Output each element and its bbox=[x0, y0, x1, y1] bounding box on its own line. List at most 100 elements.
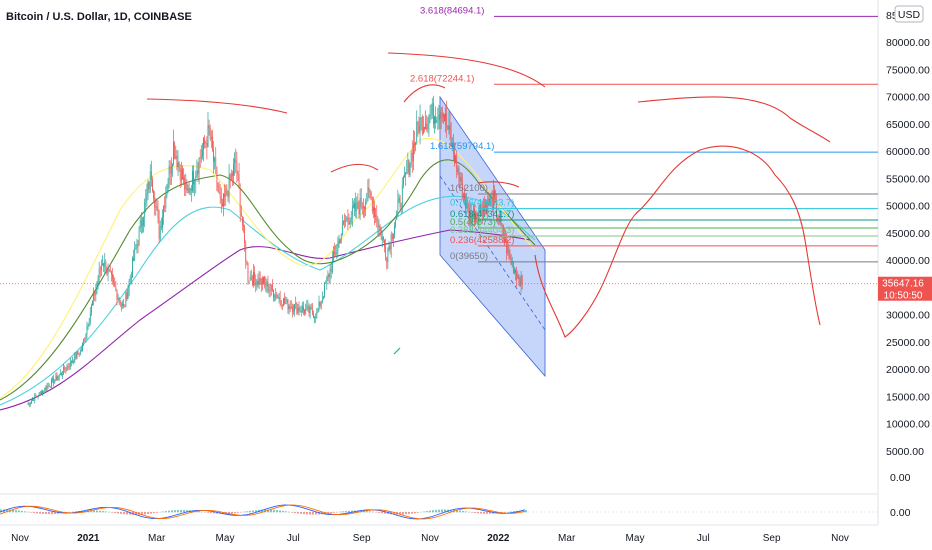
candle-body bbox=[123, 304, 124, 307]
candle-body bbox=[359, 197, 361, 215]
candle-body bbox=[63, 366, 65, 375]
candle-body bbox=[381, 237, 383, 240]
candle-body bbox=[45, 387, 47, 390]
candle-body bbox=[27, 403, 29, 405]
candle-body bbox=[404, 175, 405, 177]
candle-body bbox=[325, 282, 327, 284]
candle-body bbox=[337, 243, 339, 251]
indicator-bar bbox=[249, 510, 251, 513]
candle-body bbox=[375, 214, 377, 218]
indicator-bar bbox=[306, 512, 308, 515]
candle-body bbox=[232, 173, 233, 176]
indicator-bar bbox=[93, 510, 95, 513]
candle-body bbox=[287, 299, 289, 310]
candle-body bbox=[234, 159, 236, 165]
indicator-bar bbox=[363, 510, 365, 513]
candle-body bbox=[467, 202, 469, 209]
last-price-countdown: 10:50:50 bbox=[884, 291, 923, 302]
time-tick-label: Mar bbox=[148, 533, 166, 544]
descending-channel[interactable] bbox=[439, 95, 546, 378]
candle-body bbox=[36, 396, 38, 397]
candle-body bbox=[257, 281, 259, 285]
candle-body bbox=[303, 306, 304, 310]
candle-body bbox=[148, 181, 150, 190]
candle-body bbox=[484, 206, 485, 208]
candle-body bbox=[222, 203, 223, 207]
candle-body bbox=[358, 208, 360, 215]
candle-body bbox=[396, 210, 398, 220]
candle-body bbox=[220, 198, 222, 204]
price-tick-label: 70000.00 bbox=[886, 92, 930, 104]
annotation-arc-6 bbox=[637, 96, 831, 143]
candle-body bbox=[67, 366, 69, 367]
candle-body bbox=[266, 281, 268, 287]
candle-body bbox=[405, 172, 407, 176]
candle-body bbox=[133, 258, 134, 261]
candle-body bbox=[166, 191, 168, 196]
price-tick-label: 20000.00 bbox=[886, 364, 930, 376]
hand-drawn-annotations[interactable] bbox=[146, 52, 831, 355]
time-tick-label: Nov bbox=[831, 533, 849, 544]
candle-body bbox=[245, 242, 247, 261]
indicator-bar bbox=[327, 512, 329, 514]
indicator-bar bbox=[465, 511, 467, 513]
indicator-bar bbox=[504, 512, 506, 513]
candle-body bbox=[470, 211, 472, 223]
candle-body bbox=[502, 225, 504, 238]
currency-label[interactable]: USD bbox=[898, 9, 921, 21]
candle-body bbox=[33, 399, 35, 401]
candle-body bbox=[297, 307, 299, 314]
candle-body bbox=[55, 375, 57, 380]
candle-body bbox=[32, 399, 33, 401]
candle-body bbox=[409, 164, 411, 175]
time-tick-label: 2021 bbox=[77, 533, 100, 544]
candle-body bbox=[378, 226, 380, 228]
fib-level-label: 0(39650) bbox=[450, 251, 488, 262]
indicator-bar bbox=[117, 512, 119, 514]
indicator-bar bbox=[210, 512, 212, 514]
indicator-zero-label: 0.00 bbox=[890, 507, 911, 519]
candle-body bbox=[249, 276, 251, 281]
candle-body bbox=[369, 189, 371, 193]
candle-body bbox=[462, 193, 464, 198]
candle-body bbox=[377, 222, 379, 228]
candle-body bbox=[152, 179, 153, 191]
candle-body bbox=[426, 123, 428, 130]
indicator-bar bbox=[369, 511, 371, 513]
candle-body bbox=[269, 290, 271, 291]
indicator-bar bbox=[255, 510, 257, 513]
candle-body bbox=[115, 286, 117, 291]
candle-body bbox=[226, 189, 228, 194]
indicator-bar bbox=[438, 509, 440, 513]
candle-body bbox=[498, 219, 500, 223]
candle-body bbox=[81, 350, 82, 351]
indicator-bar bbox=[90, 510, 92, 513]
currency-button[interactable] bbox=[894, 5, 924, 23]
candle-body bbox=[43, 390, 45, 392]
indicator-bar bbox=[201, 511, 203, 513]
candle-body bbox=[376, 214, 378, 223]
candle-body bbox=[286, 299, 288, 303]
ma-20-line bbox=[0, 137, 536, 399]
candle-body bbox=[343, 221, 344, 224]
fib-level-label: 1(52100) bbox=[450, 183, 488, 194]
indicator-bar bbox=[339, 511, 341, 513]
candle-body bbox=[86, 326, 88, 334]
candle-body bbox=[321, 298, 323, 302]
candle-body bbox=[448, 125, 450, 130]
indicator-bar bbox=[231, 512, 233, 514]
candle-body bbox=[471, 215, 473, 223]
candle-body bbox=[427, 123, 429, 130]
candle-body bbox=[482, 206, 484, 217]
candle-body bbox=[365, 202, 367, 210]
fib-extension[interactable]: 3.618(84694.1) 2.618(72244.1) 1.618(59794.… bbox=[410, 5, 878, 263]
candle-body bbox=[195, 176, 197, 182]
candle-body bbox=[431, 103, 433, 115]
candle-body bbox=[347, 217, 349, 221]
indicator-bar bbox=[366, 511, 368, 513]
indicator-bar bbox=[291, 512, 293, 513]
candle-body bbox=[53, 378, 55, 384]
candle-body bbox=[309, 306, 311, 314]
candle-body bbox=[508, 247, 510, 255]
